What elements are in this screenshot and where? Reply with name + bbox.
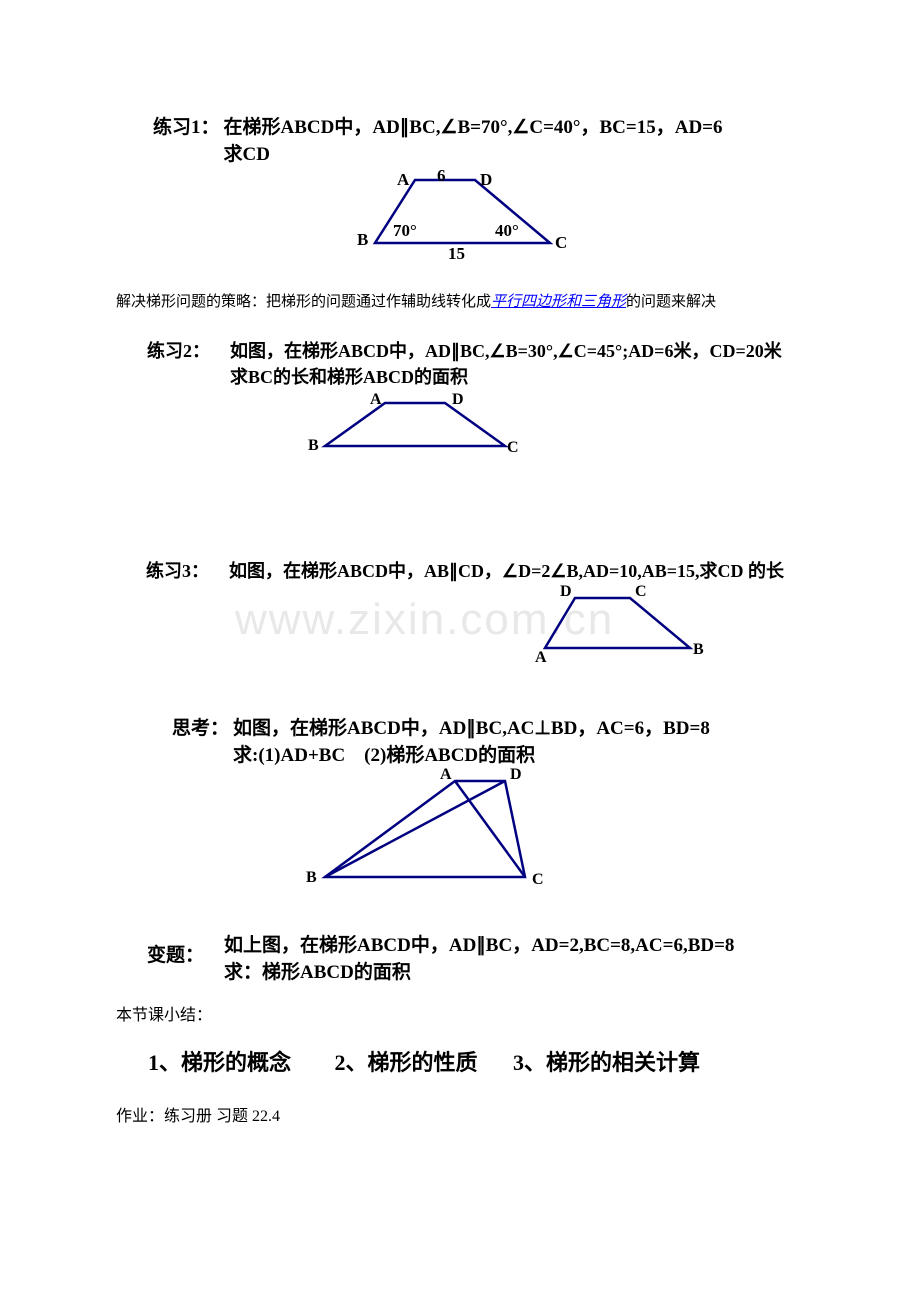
ex1-line2: 求CD xyxy=(224,139,723,166)
ex2-D: D xyxy=(452,391,464,409)
ex1-line1: 在梯形ABCD中，AD∥BC,∠B=70°,∠C=40°，BC=15，AD=6 xyxy=(224,112,723,139)
ex3-B: B xyxy=(693,641,704,659)
summary-2: 2、梯形的性质 xyxy=(335,1045,478,1077)
ex1-C: C xyxy=(555,233,567,253)
strategy-pre: 解决梯形问题的策略：把梯形的问题通过作辅助线转化成 xyxy=(116,294,491,310)
think-C: C xyxy=(532,871,544,889)
ex2-line1: 如图，在梯形ABCD中，AD∥BC,∠B=30°,∠C=45°;AD=6米，CD… xyxy=(230,337,782,363)
summary-1: 1、梯形的概念 xyxy=(148,1045,291,1077)
ex1-A: A xyxy=(397,170,409,190)
ex2-line2: 求BC的长和梯形ABCD的面积 xyxy=(230,363,782,389)
think-D: D xyxy=(510,766,522,784)
ex3-D: D xyxy=(560,583,572,601)
variant-line1: 如上图，在梯形ABCD中，AD∥BC，AD=2,BC=8,AC=6,BD=8 xyxy=(224,930,734,957)
think-B: B xyxy=(306,869,317,887)
ex3-label: 练习3： xyxy=(146,557,209,583)
think-line2: 求:(1)AD+BC (2)梯形ABCD的面积 xyxy=(233,740,710,767)
think-line1: 如图，在梯形ABCD中，AD∥BC,AC⊥BD，AC=6，BD=8 xyxy=(233,713,710,740)
ex2-C: C xyxy=(507,439,519,457)
summary-title: 本节课小结： xyxy=(116,1001,920,1025)
ex2-figure xyxy=(310,391,530,461)
ex1-B: B xyxy=(357,230,368,250)
ex2-B: B xyxy=(308,437,319,455)
ex1-top: 6 xyxy=(437,166,446,186)
ex1-bottom: 15 xyxy=(448,244,465,264)
ex2-label: 练习2： xyxy=(147,337,210,363)
ex3-C: C xyxy=(635,583,647,601)
think-label: 思考： xyxy=(172,713,229,740)
ex3-A: A xyxy=(535,649,547,667)
ex2-A: A xyxy=(370,391,382,409)
variant-label: 变题： xyxy=(147,940,204,967)
variant-line2: 求：梯形ABCD的面积 xyxy=(224,957,734,984)
think-A: A xyxy=(440,766,452,784)
ex1-angB: 70° xyxy=(393,221,417,241)
ex1-figure xyxy=(355,168,585,263)
summary-3: 3、梯形的相关计算 xyxy=(513,1045,700,1077)
ex1-D: D xyxy=(480,170,492,190)
strategy-link: 平行四边形和三角形 xyxy=(491,294,626,310)
strategy-post: 的问题来解决 xyxy=(626,294,716,310)
homework: 作业：练习册 习题 22.4 xyxy=(116,1102,920,1126)
ex1-label: 练习1： xyxy=(153,112,220,139)
ex3-line1: 如图，在梯形ABCD中，AB∥CD，∠D=2∠B,AD=10,AB=15,求CD… xyxy=(229,561,784,581)
ex1-angC: 40° xyxy=(495,221,519,241)
think-figure xyxy=(300,769,590,899)
